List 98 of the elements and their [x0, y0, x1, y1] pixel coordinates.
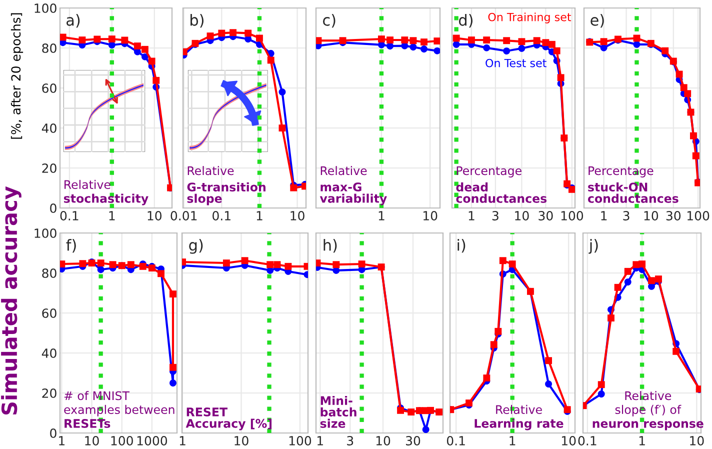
x-tick-label: 10: [562, 436, 576, 446]
annotation: # of MNIST: [64, 391, 130, 400]
x-tick-label: 1: [109, 211, 115, 220]
annotation: RESETs: [64, 419, 110, 428]
annotation: slope (f′) of: [615, 404, 682, 416]
x-tick-label: 0.1: [446, 436, 465, 446]
chart-title: f): [66, 239, 76, 253]
series-label: On Training set: [488, 12, 572, 24]
x-tick-label: 30: [406, 436, 420, 446]
x-tick-label: 10: [290, 211, 304, 220]
x-tick-label: 10: [234, 436, 248, 446]
x-tick-label: 10: [148, 211, 162, 220]
x-tick-label: 0.01: [170, 211, 197, 220]
annotation: neuron response: [592, 421, 704, 430]
series-label: On Test set: [486, 58, 546, 68]
x-tick-label: 1: [318, 436, 323, 446]
annotation: RESET Accuracy [%]: [186, 407, 272, 430]
annotation: stochasticity: [64, 194, 148, 206]
annotation: Relative: [496, 404, 542, 414]
y-tick-label: 20: [42, 163, 56, 173]
x-tick-label: 100: [111, 436, 133, 446]
annotation: Relative: [625, 391, 672, 400]
point: [170, 290, 176, 298]
x-tick-label: 1: [180, 436, 186, 446]
point: [170, 380, 176, 386]
annotation: Relative: [188, 166, 234, 176]
annotation: dead conductances: [456, 182, 547, 203]
point: [79, 260, 86, 268]
point: [267, 56, 274, 64]
point: [278, 88, 286, 96]
x-tick-label: 0.1: [578, 436, 596, 446]
x-tick-label: 1: [639, 436, 645, 446]
y-tick-label: 80: [42, 43, 56, 53]
point: [218, 30, 226, 37]
y-tick-label: 0: [50, 428, 56, 438]
annotation: examples between: [64, 404, 174, 416]
x-tick-label: 100: [561, 211, 584, 220]
x-tick-label: 100: [289, 436, 312, 446]
chart-title: c): [323, 14, 336, 28]
y-tick-label: 0: [50, 203, 56, 213]
annotation: Percentage: [588, 166, 654, 178]
x-tick-label: 3: [623, 211, 630, 220]
y-axis-title: [%, after 20 epochs]: [10, 13, 24, 139]
x-tick-label: 10: [644, 211, 658, 220]
x-tick-label: 0.1: [60, 211, 78, 220]
y-tick-label: 20: [42, 388, 56, 398]
point: [230, 29, 237, 36]
annotation: stuck-ON conductances: [588, 182, 678, 203]
point: [97, 266, 104, 274]
x-tick-label: 10: [85, 436, 99, 446]
chart-title: b): [190, 14, 204, 28]
y-tick-label: 40: [42, 123, 56, 133]
chart-title: a): [66, 14, 80, 28]
x-tick-label: 3: [347, 436, 354, 446]
y-tick-label: 60: [42, 83, 56, 93]
x-tick-label: 100: [687, 211, 710, 220]
point: [158, 270, 164, 278]
point: [278, 124, 286, 132]
chart-title: g): [189, 239, 203, 254]
point: [290, 184, 298, 192]
y-tick-label: 100: [34, 3, 56, 13]
chart-title: h): [324, 239, 337, 253]
annotation: Relative: [320, 166, 367, 176]
chart-title: j): [588, 239, 598, 254]
annotation: G-transition slope: [187, 182, 266, 206]
annotation: Mini- batch size: [320, 396, 356, 428]
x-tick-label: 1: [468, 211, 474, 220]
x-tick-label: 10: [424, 211, 438, 220]
annotation: Learning rate: [474, 418, 564, 430]
y-tick-label: 100: [34, 228, 56, 238]
point: [206, 32, 214, 40]
point: [127, 261, 134, 268]
point: [97, 260, 104, 266]
x-tick-label: 1: [510, 436, 516, 446]
x-tick-label: 30: [538, 211, 553, 220]
chart-title: e): [590, 14, 604, 28]
point: [109, 261, 116, 268]
x-tick-label: 10: [376, 436, 390, 446]
x-tick-label: 1000: [137, 436, 168, 446]
x-tick-label: 1: [601, 211, 607, 220]
chart-title: d): [458, 14, 472, 28]
x-tick-label: 10: [515, 211, 529, 220]
y-tick-label: 60: [42, 308, 56, 318]
y-tick-label: 40: [42, 348, 56, 358]
x-tick-label: 1: [378, 211, 384, 220]
y-tick-label: 80: [42, 268, 56, 278]
x-tick-label: 3: [492, 211, 498, 220]
x-tick-label: 30: [666, 211, 681, 220]
x-tick-label: 1: [59, 436, 64, 446]
x-tick-label: 10: [690, 436, 704, 446]
point: [139, 262, 146, 270]
x-tick-label: 0.1: [212, 211, 230, 220]
annotation: max-G variability: [320, 182, 387, 206]
x-tick-label: 1: [256, 211, 262, 220]
annotation: Percentage: [456, 166, 522, 178]
y-axis-title: Simulated accuracy: [1, 186, 22, 415]
annotation: Relative: [64, 180, 110, 190]
chart-title: i): [458, 239, 466, 253]
